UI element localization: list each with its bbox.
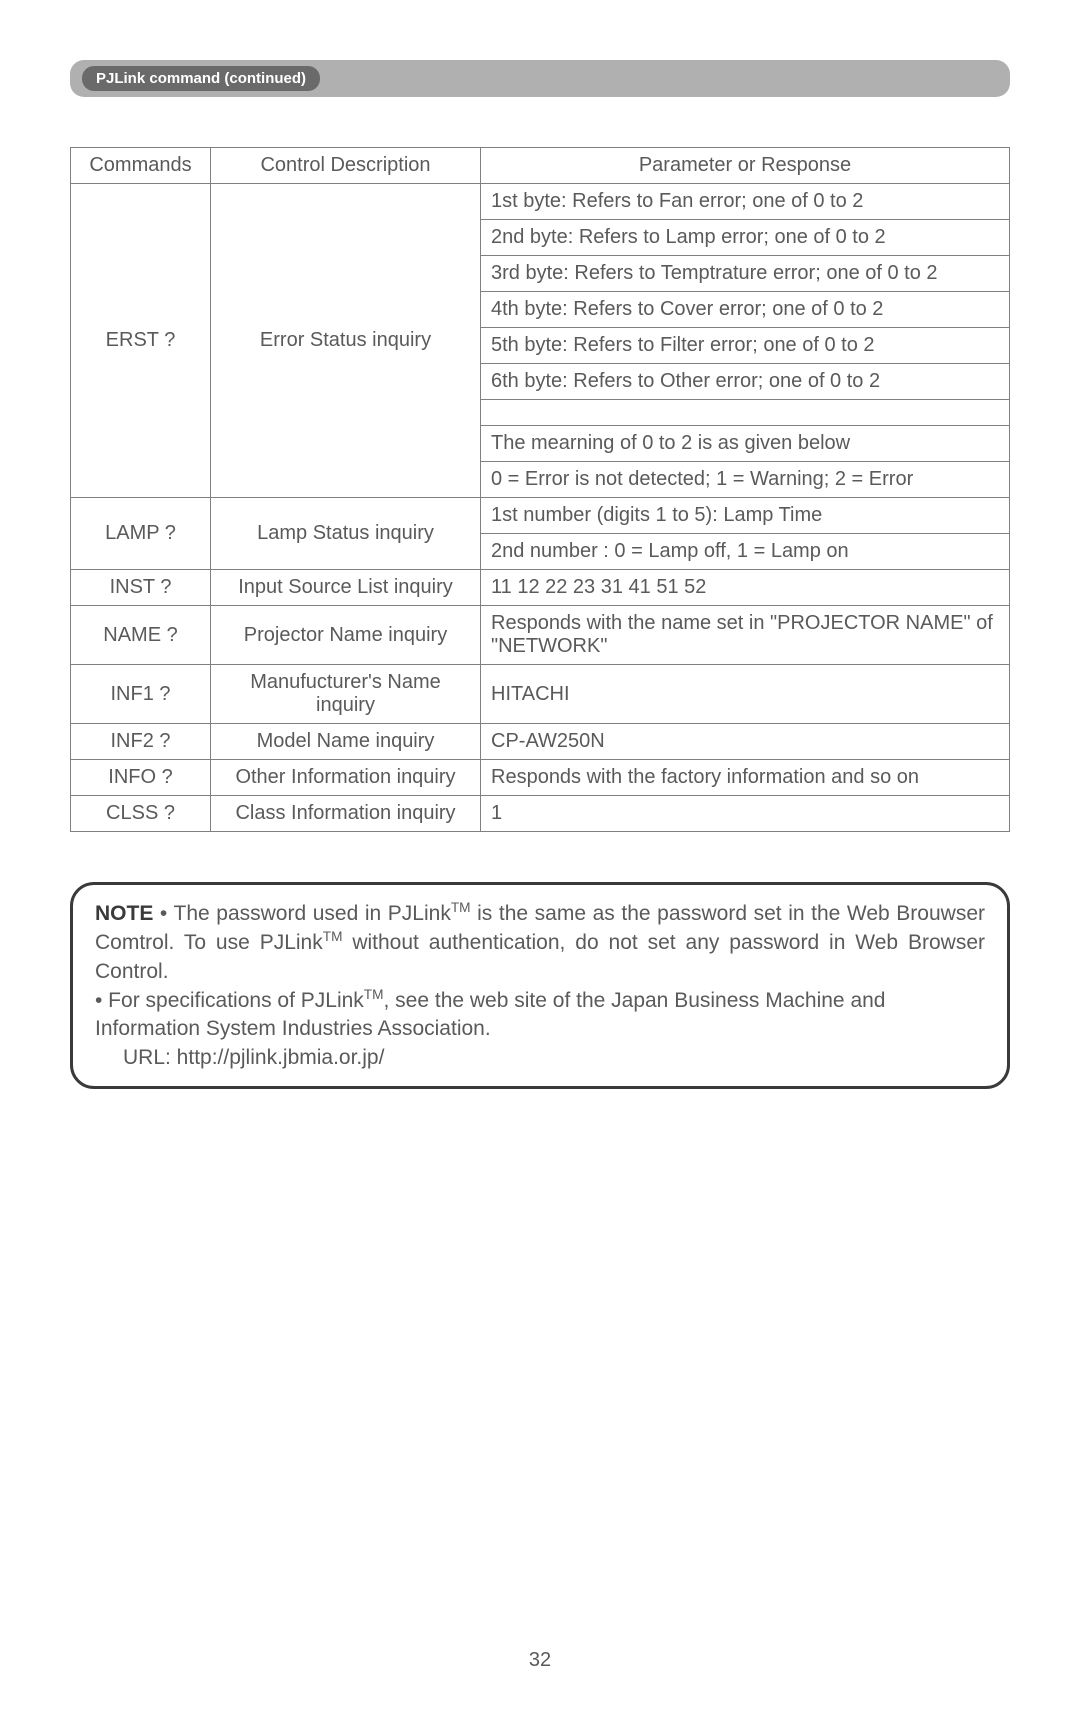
cmd-cell: INFO ? [71, 760, 211, 796]
section-title: PJLink command (continued) [82, 66, 320, 91]
cmd-cell: LAMP ? [71, 498, 211, 570]
param-cell: 0 = Error is not detected; 1 = Warning; … [481, 462, 1010, 498]
pjlink-command-table: Commands Control Description Parameter o… [70, 147, 1010, 832]
param-cell: The mearning of 0 to 2 is as given below [481, 426, 1010, 462]
param-cell: 2nd number : 0 = Lamp off, 1 = Lamp on [481, 534, 1010, 570]
param-cell [481, 400, 1010, 426]
param-cell: CP-AW250N [481, 724, 1010, 760]
page-number: 32 [70, 1649, 1010, 1672]
desc-cell: Input Source List inquiry [211, 570, 481, 606]
table-row: NAME ? Projector Name inquiry Responds w… [71, 606, 1010, 665]
desc-cell: Lamp Status inquiry [211, 498, 481, 570]
col-header-parameter: Parameter or Response [481, 148, 1010, 184]
param-cell: 1st byte: Refers to Fan error; one of 0 … [481, 184, 1010, 220]
table-row: CLSS ? Class Information inquiry 1 [71, 796, 1010, 832]
col-header-description: Control Description [211, 148, 481, 184]
note-box: NOTE • The password used in PJLinkTM is … [70, 882, 1010, 1089]
desc-cell: Error Status inquiry [211, 184, 481, 498]
param-cell: HITACHI [481, 665, 1010, 724]
cmd-cell: NAME ? [71, 606, 211, 665]
param-cell: Responds with the name set in "PROJECTOR… [481, 606, 1010, 665]
trademark-icon: TM [323, 929, 343, 944]
param-cell: 6th byte: Refers to Other error; one of … [481, 364, 1010, 400]
note-text: • For specifications of PJLink [95, 989, 364, 1012]
desc-cell: Model Name inquiry [211, 724, 481, 760]
trademark-icon: TM [451, 900, 471, 915]
section-header-bar: PJLink command (continued) [70, 60, 1010, 97]
desc-cell: Other Information inquiry [211, 760, 481, 796]
param-cell: 1 [481, 796, 1010, 832]
cmd-cell: INF2 ? [71, 724, 211, 760]
desc-cell: Manufucturer's Name inquiry [211, 665, 481, 724]
param-cell: 1st number (digits 1 to 5): Lamp Time [481, 498, 1010, 534]
param-cell: 11 12 22 23 31 41 51 52 [481, 570, 1010, 606]
table-header-row: Commands Control Description Parameter o… [71, 148, 1010, 184]
param-cell: 4th byte: Refers to Cover error; one of … [481, 292, 1010, 328]
desc-cell: Projector Name inquiry [211, 606, 481, 665]
table-row: INFO ? Other Information inquiry Respond… [71, 760, 1010, 796]
table-row: INST ? Input Source List inquiry 11 12 2… [71, 570, 1010, 606]
param-cell: 3rd byte: Refers to Temptrature error; o… [481, 256, 1010, 292]
table-row: INF1 ? Manufucturer's Name inquiry HITAC… [71, 665, 1010, 724]
table-row: INF2 ? Model Name inquiry CP-AW250N [71, 724, 1010, 760]
cmd-cell: INST ? [71, 570, 211, 606]
note-text: • The password used in PJLink [153, 902, 450, 925]
col-header-commands: Commands [71, 148, 211, 184]
table-row: ERST ? Error Status inquiry 1st byte: Re… [71, 184, 1010, 220]
param-cell: Responds with the factory information an… [481, 760, 1010, 796]
note-url: URL: http://pjlink.jbmia.or.jp/ [95, 1044, 985, 1072]
cmd-cell: ERST ? [71, 184, 211, 498]
trademark-icon: TM [364, 987, 384, 1002]
desc-cell: Class Information inquiry [211, 796, 481, 832]
note-label: NOTE [95, 902, 153, 925]
cmd-cell: INF1 ? [71, 665, 211, 724]
param-cell: 2nd byte: Refers to Lamp error; one of 0… [481, 220, 1010, 256]
cmd-cell: CLSS ? [71, 796, 211, 832]
table-row: LAMP ? Lamp Status inquiry 1st number (d… [71, 498, 1010, 534]
param-cell: 5th byte: Refers to Filter error; one of… [481, 328, 1010, 364]
